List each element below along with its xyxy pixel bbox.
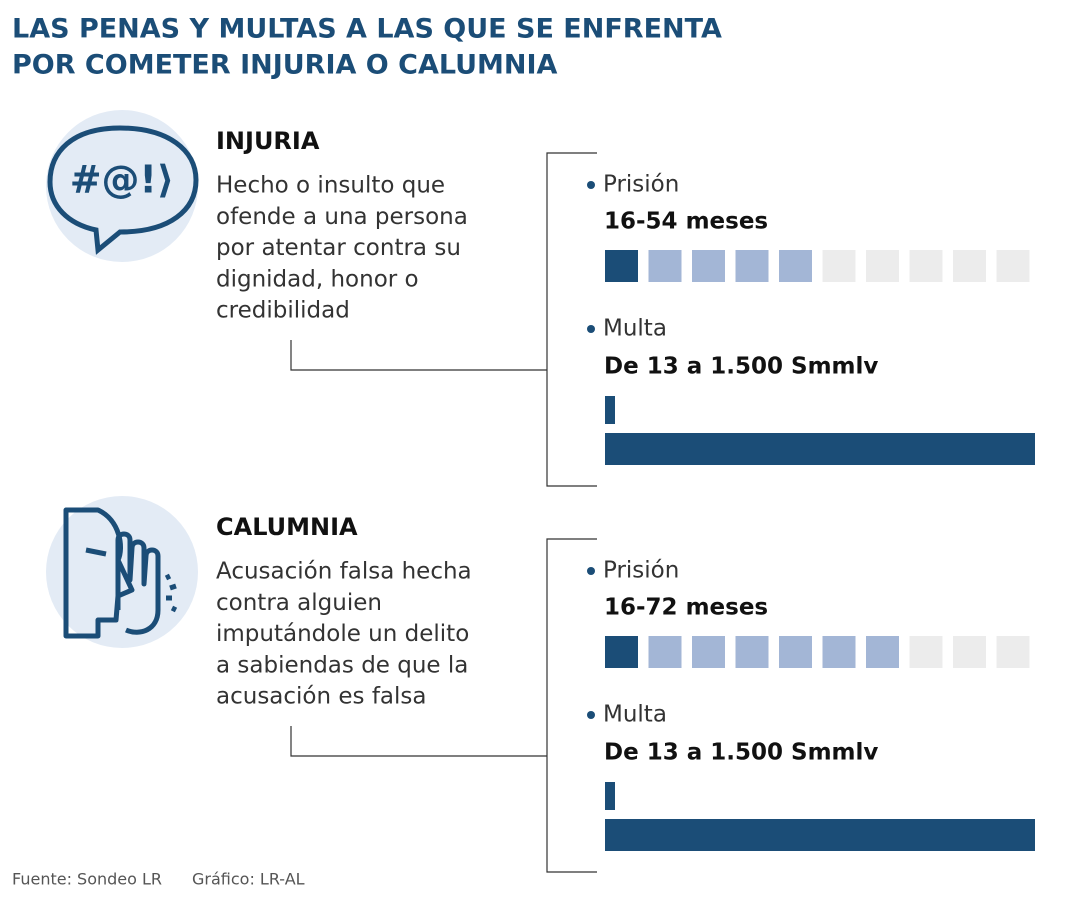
fine-value: De 13 a 1.500 Smmlv <box>604 354 878 380</box>
title-line: POR COMETER INJURIA O CALUMNIA <box>12 50 558 81</box>
prison-label: Prisión <box>603 172 679 198</box>
connector <box>290 538 597 873</box>
period-square <box>648 636 682 668</box>
period-square <box>866 250 899 282</box>
period-square <box>648 250 682 282</box>
period-square <box>822 250 856 282</box>
title-line: LAS PENAS Y MULTAS A LAS QUE SE ENFRENTA <box>12 14 722 45</box>
section-description: contra alguien <box>216 590 382 616</box>
period-square <box>996 636 1030 668</box>
fine-max-bar <box>605 433 1035 465</box>
period-square <box>692 250 725 282</box>
icon-text: #@!⟩ <box>70 158 175 202</box>
period-square <box>822 636 856 668</box>
period-square <box>779 636 812 668</box>
bullet <box>587 181 595 189</box>
section-description: Acusación falsa hecha <box>216 559 472 585</box>
bullet <box>587 567 595 575</box>
section-description: por atentar contra su <box>216 235 461 261</box>
injuria-icon: #@!⟩ <box>46 110 199 262</box>
period-square <box>866 636 899 668</box>
section-description: dignidad, honor o <box>216 266 419 292</box>
calumnia-icon <box>46 496 198 648</box>
prison-label: Prisión <box>603 558 679 584</box>
section-description: imputándole un delito <box>216 621 469 647</box>
section-description: ofende a una persona <box>216 204 468 230</box>
fine-min-bar <box>605 396 615 424</box>
section-description: Hecho o insulto que <box>216 173 445 199</box>
section-description: a sabiendas de que la <box>216 652 468 678</box>
period-square <box>605 636 638 668</box>
fine-max-bar <box>605 819 1035 851</box>
period-square <box>735 250 769 282</box>
period-square <box>953 250 986 282</box>
period-square <box>909 636 943 668</box>
prison-value: 16-72 meses <box>604 595 768 621</box>
period-square <box>735 636 769 668</box>
bullet <box>587 325 595 333</box>
period-square <box>953 636 986 668</box>
period-square <box>996 250 1030 282</box>
section-description: acusación es falsa <box>216 684 427 710</box>
footer-credit: Gráfico: LR-AL <box>192 870 305 889</box>
fine-label: Multa <box>603 702 667 728</box>
period-square <box>605 250 638 282</box>
footer-source: Fuente: Sondeo LR <box>12 870 162 889</box>
fine-min-bar <box>605 782 615 810</box>
section-heading: CALUMNIA <box>216 513 358 541</box>
section-description: credibilidad <box>216 298 350 324</box>
period-square <box>779 250 812 282</box>
prison-value: 16-54 meses <box>604 209 768 235</box>
section-heading: INJURIA <box>216 127 320 155</box>
bullet <box>587 711 595 719</box>
period-square <box>909 250 943 282</box>
fine-value: De 13 a 1.500 Smmlv <box>604 740 878 766</box>
connector <box>290 152 597 487</box>
period-square <box>692 636 725 668</box>
fine-label: Multa <box>603 316 667 342</box>
